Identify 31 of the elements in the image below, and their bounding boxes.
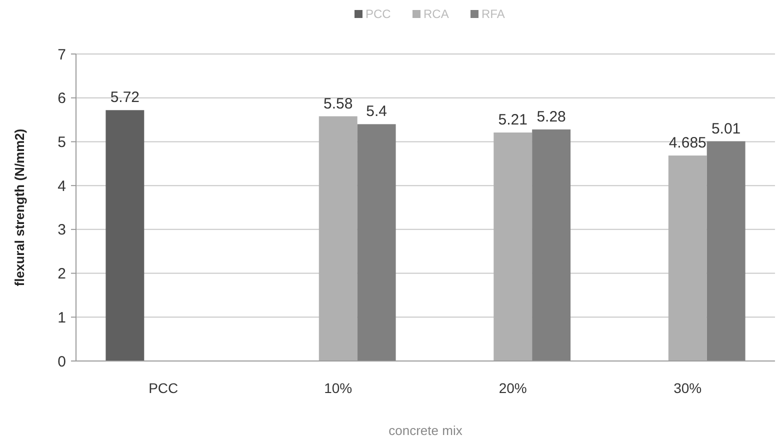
data-label: 5.4 — [366, 103, 387, 120]
legend-label: PCC — [366, 7, 392, 21]
bar — [318, 116, 358, 361]
y-tick-label: 0 — [58, 353, 66, 370]
y-axis-title: flexural strength (N/mm2) — [12, 128, 27, 286]
y-tick-label: 1 — [58, 309, 66, 326]
data-label: 5.21 — [498, 112, 528, 129]
data-label: 4.685 — [668, 134, 706, 152]
y-tick-label: 5 — [58, 134, 66, 151]
data-label: 5.58 — [324, 95, 353, 112]
bar — [706, 141, 746, 361]
data-label: 5.28 — [536, 108, 566, 126]
bar — [106, 110, 144, 361]
bar — [668, 156, 707, 361]
x-tick-label: PCC — [148, 380, 178, 396]
y-tick-label: 6 — [58, 90, 66, 108]
legend-label: RCA — [424, 7, 449, 21]
bar — [494, 132, 532, 361]
y-tick-label: 7 — [58, 46, 66, 64]
x-tick-label: 20% — [498, 380, 527, 396]
data-label: 5.72 — [110, 89, 140, 106]
x-tick-label: 30% — [674, 380, 702, 396]
legend-label: RFA — [482, 7, 505, 21]
bar — [357, 124, 396, 361]
x-axis-title: concrete mix — [388, 423, 463, 438]
data-label: 5.01 — [711, 120, 741, 138]
y-tick-label: 4 — [58, 178, 66, 195]
y-tick-label: 2 — [58, 266, 66, 283]
y-tick-label: 3 — [58, 222, 66, 239]
x-tick-label: 10% — [324, 380, 352, 396]
bar — [532, 129, 571, 361]
